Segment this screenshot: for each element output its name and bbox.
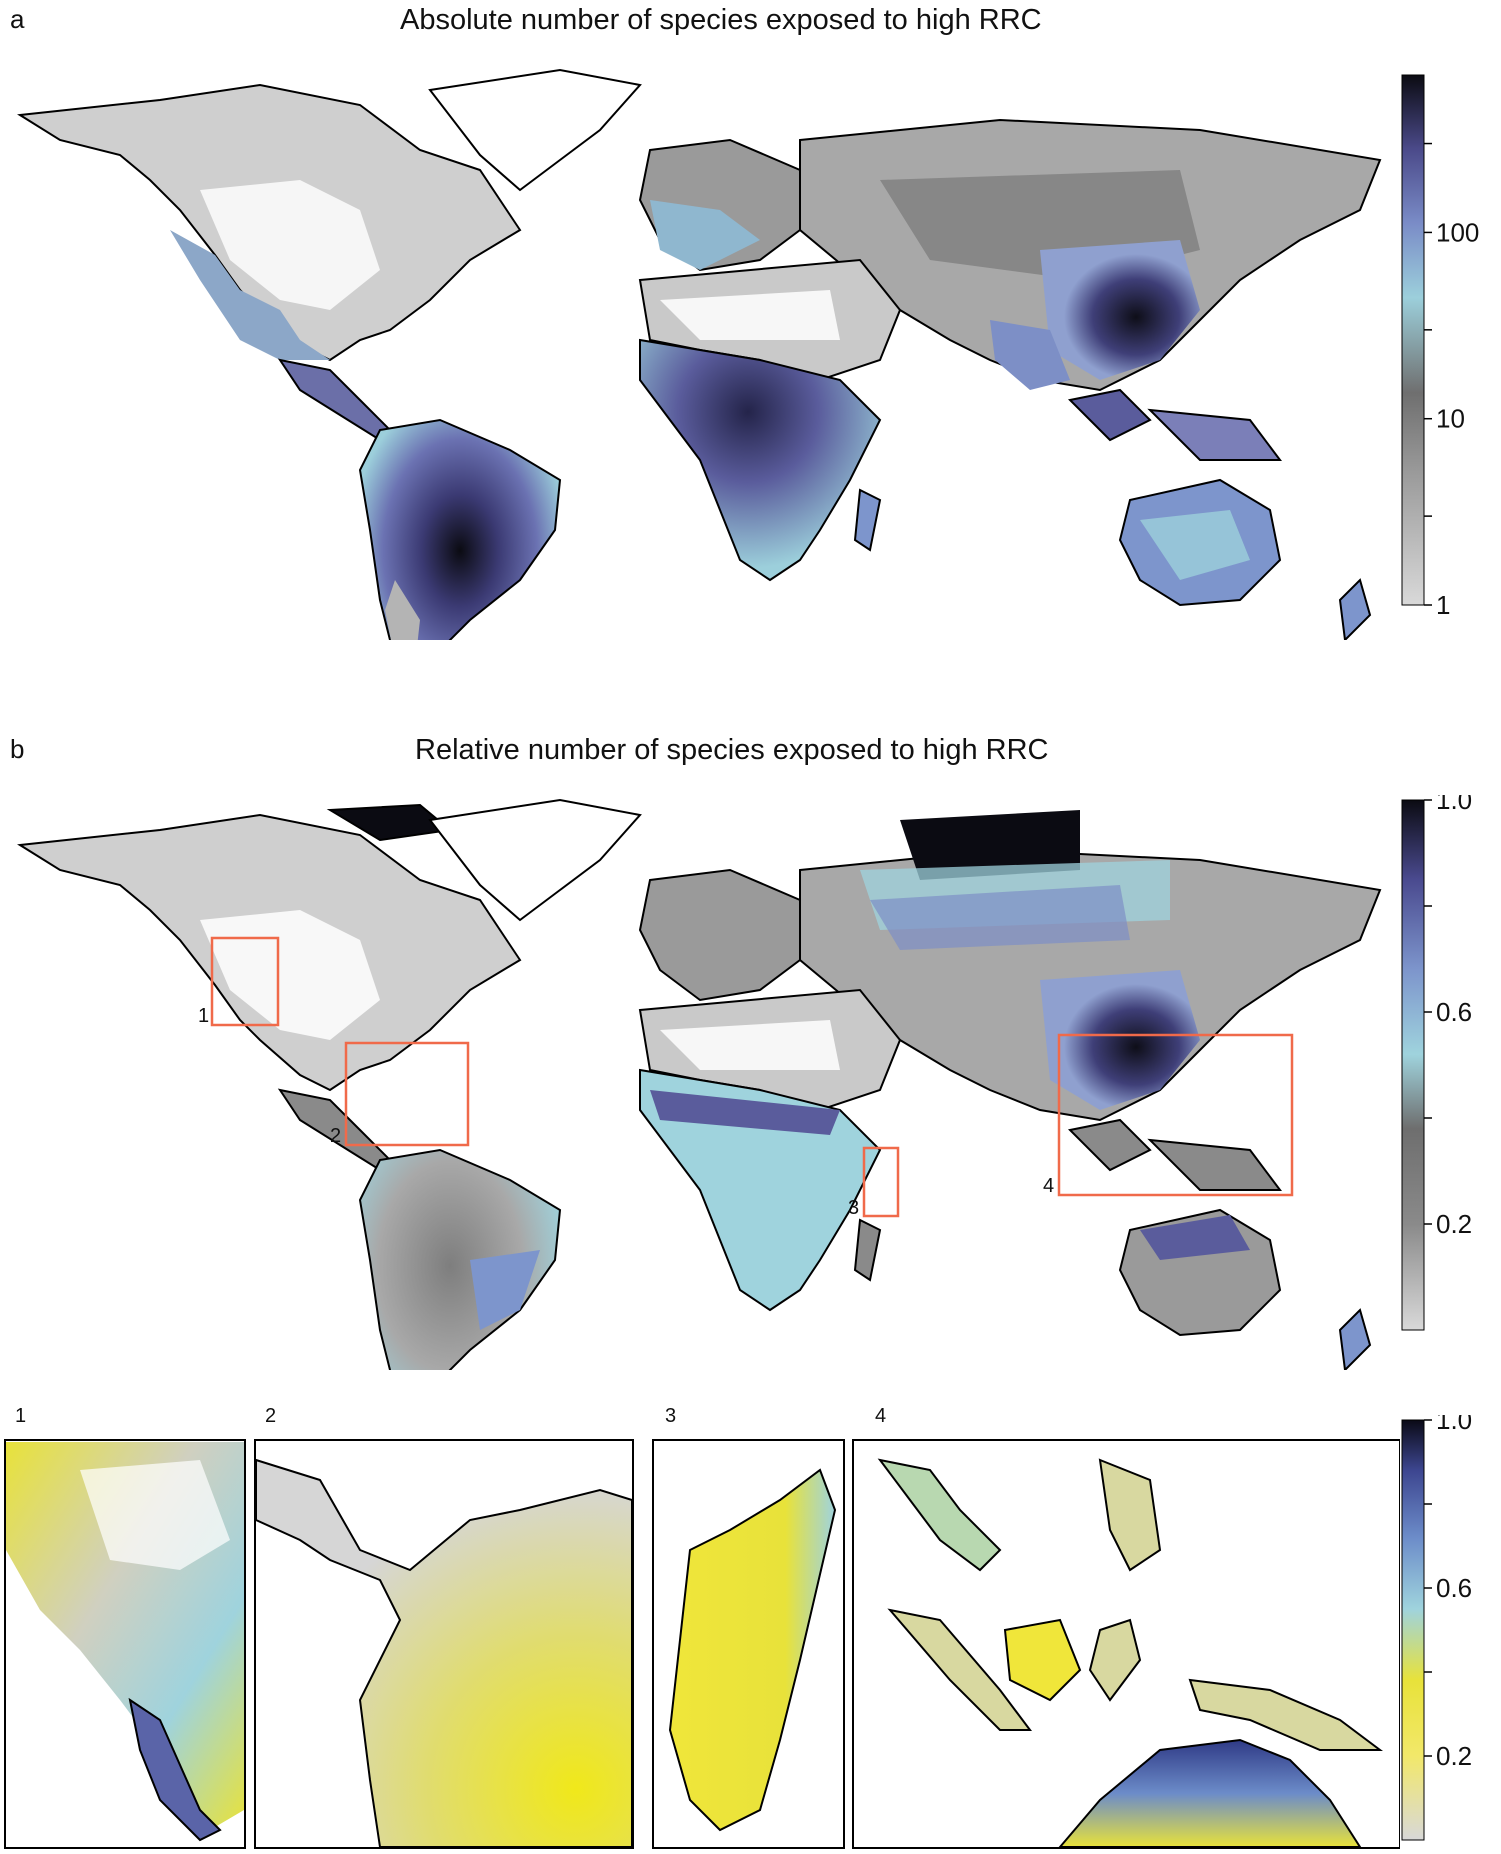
- colorbar-a-ticks: 1 10 100: [1424, 142, 1479, 620]
- colorbar-insets-tick-label-0: 0.2: [1436, 1741, 1472, 1771]
- inset-label-4: 4: [875, 1405, 886, 1427]
- africa-a: [639, 338, 882, 582]
- inset-1: [4, 1439, 246, 1849]
- panel-a-letter: a: [10, 4, 25, 34]
- colorbar-insets: 0.2 0.6 1.0: [1401, 1415, 1472, 1841]
- panel-b-letter: b: [10, 734, 25, 764]
- colorbar-a-gradient: [1401, 74, 1425, 606]
- inset-2: [254, 1439, 634, 1849]
- inset-label-3: 3: [665, 1405, 676, 1427]
- colorbar-insets-ticks: 0.2 0.6 1.0: [1424, 1415, 1472, 1771]
- colorbar-b: 0.2 0.6 1.0: [1401, 795, 1472, 1331]
- colorbar-b-gradient: [1401, 799, 1425, 1331]
- zoom-insets: 1 2 3 4: [4, 1405, 1400, 1849]
- world-map-b: 1 2 3 4: [17, 798, 1382, 1370]
- world-map-a: [17, 68, 1382, 640]
- inset-4: [852, 1439, 1400, 1849]
- inset-label-2: 2: [265, 1405, 276, 1427]
- colorbar-b-tick-label-2: 0.6: [1436, 997, 1472, 1027]
- region-box-4: [1057, 1033, 1294, 1197]
- greenland-a: [428, 68, 642, 192]
- region-boxes: [210, 936, 1294, 1218]
- region-box-label-3: 3: [848, 1197, 859, 1219]
- region-box-label-4: 4: [1043, 1175, 1054, 1197]
- inset-label-1: 1: [15, 1405, 26, 1427]
- region-box-2: [344, 1041, 470, 1147]
- inset-3: [652, 1439, 845, 1849]
- colorbar-b-ticks: 0.2 0.6 1.0: [1424, 795, 1472, 1239]
- colorbar-b-tick-label-0: 0.2: [1436, 1209, 1472, 1239]
- colorbar-a-tick-label-0: 1: [1436, 590, 1450, 620]
- colorbar-insets-tick-label-2: 0.6: [1436, 1573, 1472, 1603]
- panel-a-title: Absolute number of species exposed to hi…: [400, 4, 1042, 36]
- south-america-a: [358, 418, 562, 640]
- colorbar-a-tick-label-4: 100: [1436, 217, 1479, 247]
- region-box-1: [210, 936, 280, 1027]
- region-box-3: [862, 1146, 900, 1218]
- colorbar-a: 1 10 100: [1401, 74, 1479, 620]
- region-box-label-2: 2: [330, 1125, 341, 1147]
- colorbar-insets-tick-label-4: 1.0: [1436, 1415, 1472, 1435]
- colorbar-b-tick-label-4: 1.0: [1436, 795, 1472, 815]
- colorbar-insets-gradient: [1401, 1419, 1425, 1841]
- panel-b-title: Relative number of species exposed to hi…: [415, 734, 1049, 766]
- region-box-label-1: 1: [198, 1005, 209, 1027]
- colorbar-a-tick-label-2: 10: [1436, 404, 1465, 434]
